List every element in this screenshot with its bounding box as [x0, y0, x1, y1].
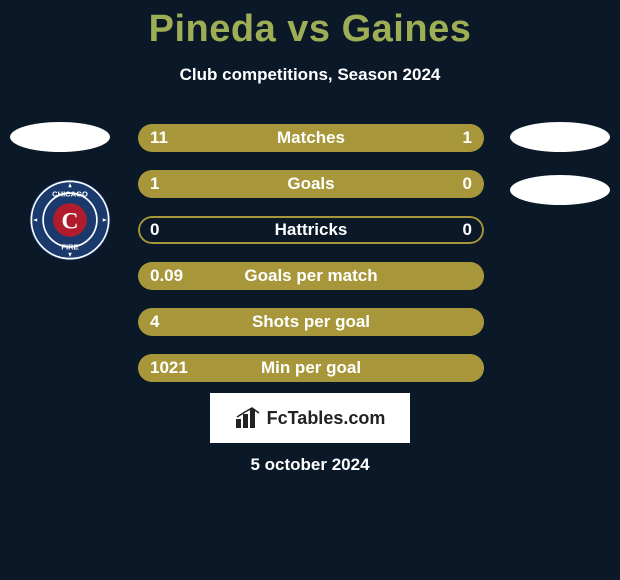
bar-row: Goals1 0	[138, 170, 484, 198]
bar-value-right: 0	[451, 216, 484, 244]
bar-label: Shots per goal	[138, 308, 484, 336]
player-left-placeholder	[10, 122, 110, 152]
svg-text:FIRE: FIRE	[61, 242, 78, 251]
bar-row: Hattricks0 0	[138, 216, 484, 244]
bar-row: Matches111	[138, 124, 484, 152]
player-right-placeholder	[510, 122, 610, 152]
svg-text:CHICAGO: CHICAGO	[52, 189, 88, 198]
svg-text:C: C	[62, 208, 79, 234]
bar-value-right: 0	[451, 170, 484, 198]
bar-value-left: 11	[138, 124, 180, 152]
bar-value-left: 4	[138, 308, 171, 336]
bar-row: Shots per goal4	[138, 308, 484, 336]
bar-row: Goals per match0.09	[138, 262, 484, 290]
bar-label: Goals	[138, 170, 484, 198]
bar-value-left: 0	[138, 216, 171, 244]
bar-label: Matches	[138, 124, 484, 152]
club-badge-icon: CHICAGO FIRE C	[28, 178, 112, 262]
bar-value-left: 1021	[138, 354, 200, 382]
branding-text: FcTables.com	[267, 408, 386, 429]
bar-label: Hattricks	[138, 216, 484, 244]
bar-value-right: 1	[451, 124, 484, 152]
chart-icon	[235, 407, 261, 429]
branding-badge: FcTables.com	[210, 393, 410, 443]
comparison-bars: Matches111Goals10Hattricks00Goals per ma…	[138, 124, 484, 400]
page-title: Pineda vs Gaines	[0, 0, 620, 51]
club-badge-left: CHICAGO FIRE C	[28, 178, 112, 262]
subtitle: Club competitions, Season 2024	[0, 65, 620, 85]
date-label: 5 october 2024	[0, 455, 620, 475]
club-right-placeholder	[510, 175, 610, 205]
bar-row: Min per goal1021	[138, 354, 484, 382]
bar-value-left: 1	[138, 170, 171, 198]
bar-value-left: 0.09	[138, 262, 195, 290]
